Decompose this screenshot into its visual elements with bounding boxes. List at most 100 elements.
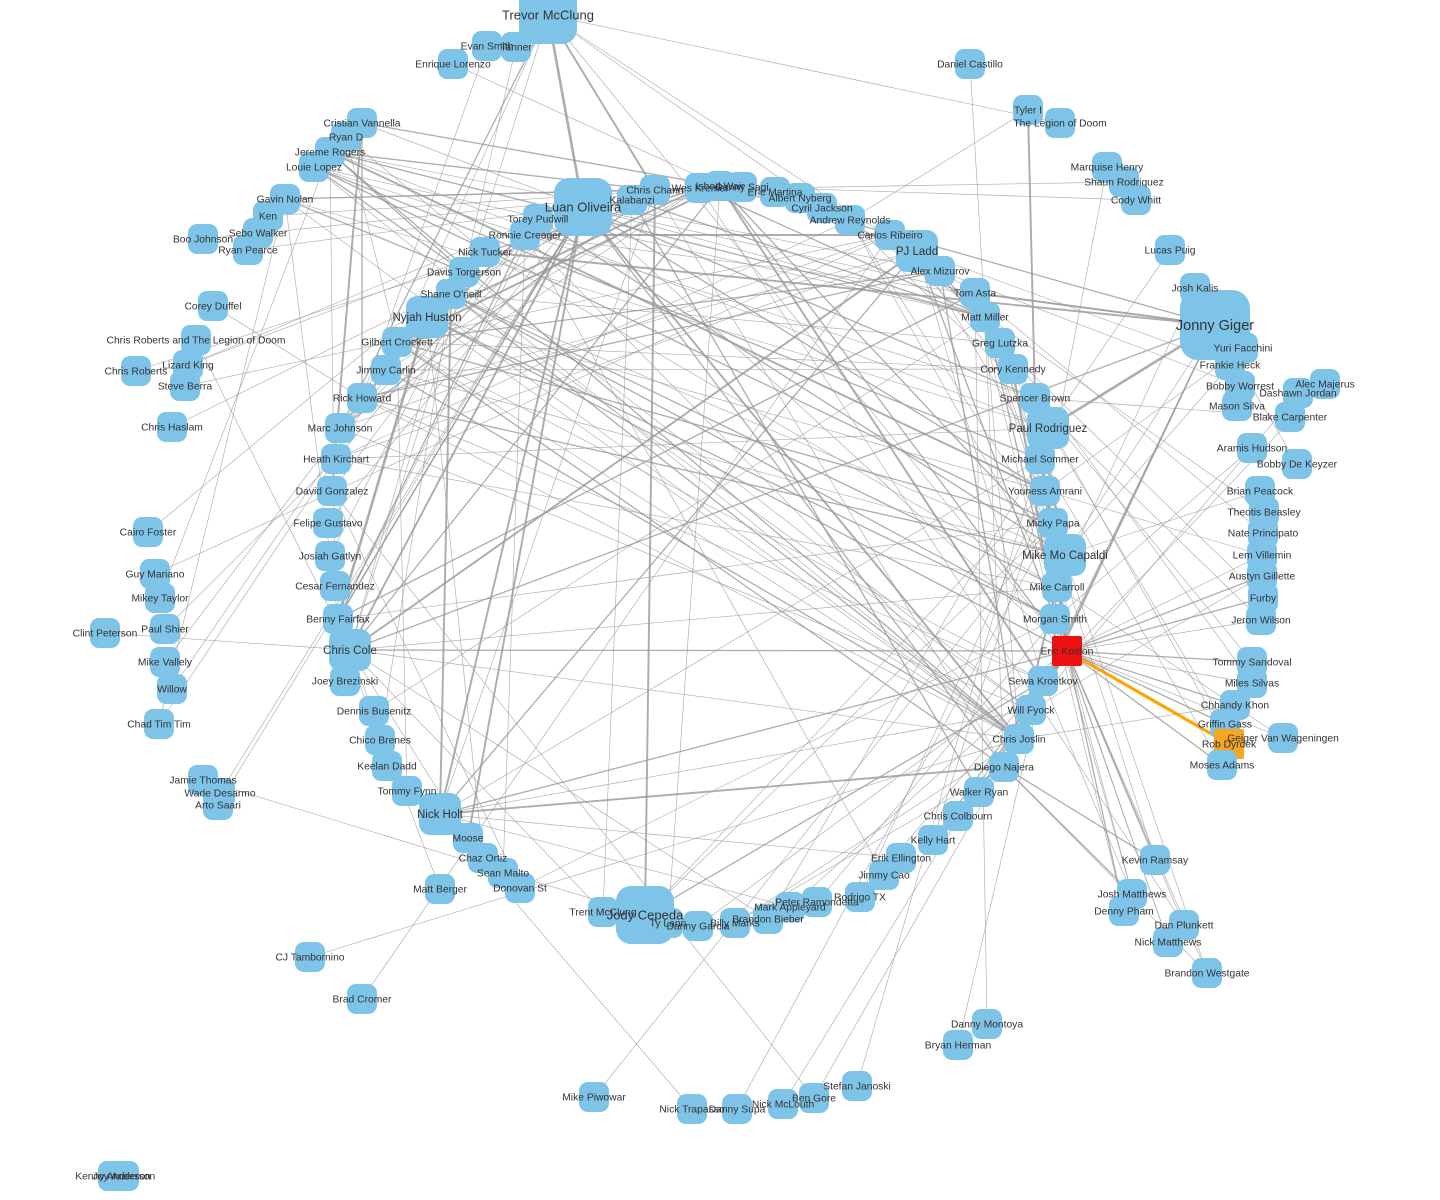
svg-text:Rick Howard: Rick Howard (333, 394, 392, 405)
svg-text:Nyjah Huston: Nyjah Huston (392, 312, 461, 324)
svg-text:Bryan Herman: Bryan Herman (925, 1041, 992, 1052)
svg-text:Chris Joslin: Chris Joslin (992, 735, 1045, 746)
svg-text:Lem Villemin: Lem Villemin (1233, 551, 1292, 562)
svg-text:Theotis Beasley: Theotis Beasley (1227, 508, 1301, 519)
svg-text:Evan Smith: Evan Smith (461, 42, 514, 53)
svg-text:Trent McClung: Trent McClung (569, 908, 636, 919)
svg-text:Tommy Sandoval: Tommy Sandoval (1213, 658, 1292, 669)
svg-text:Ryan Pearce: Ryan Pearce (218, 246, 278, 257)
svg-text:Chris Roberts and The Legion o: Chris Roberts and The Legion of Doom (107, 336, 286, 347)
svg-text:Jamie Thomas: Jamie Thomas (169, 776, 236, 787)
svg-text:Marc Johnson: Marc Johnson (308, 424, 373, 435)
svg-text:Bobby De Keyzer: Bobby De Keyzer (1257, 460, 1338, 471)
svg-text:Mason Silva: Mason Silva (1209, 402, 1265, 413)
svg-text:Arto Saari: Arto Saari (195, 801, 241, 812)
svg-text:Mike Vallely: Mike Vallely (138, 658, 193, 669)
svg-text:Heath Kirchart: Heath Kirchart (303, 455, 369, 466)
svg-text:Frankie Heck: Frankie Heck (1200, 361, 1262, 372)
svg-text:Enrique Lorenzo: Enrique Lorenzo (415, 60, 491, 71)
svg-text:Chris Roberts: Chris Roberts (105, 367, 168, 378)
svg-text:Cyril Jackson: Cyril Jackson (791, 204, 852, 215)
svg-text:Chaz Ortiz: Chaz Ortiz (459, 854, 508, 865)
svg-text:Josiah Gatlyn: Josiah Gatlyn (299, 552, 362, 563)
svg-text:Joey Brezinski: Joey Brezinski (312, 677, 378, 688)
svg-text:Louie Lopez: Louie Lopez (286, 163, 342, 174)
svg-text:Jereme Rogers: Jereme Rogers (295, 148, 365, 159)
svg-text:Tom Asta: Tom Asta (954, 289, 997, 300)
svg-text:Furby: Furby (1250, 594, 1277, 605)
svg-text:Corey Duffel: Corey Duffel (184, 302, 241, 313)
svg-text:CJ Tambornino: CJ Tambornino (275, 953, 344, 964)
svg-text:Cory Kennedy: Cory Kennedy (980, 365, 1046, 376)
svg-text:Nick Holt: Nick Holt (417, 809, 464, 821)
svg-text:Jimmy Cao: Jimmy Cao (858, 871, 910, 882)
svg-text:Griffin Gass: Griffin Gass (1198, 720, 1252, 731)
svg-text:Chad Tim Tim: Chad Tim Tim (127, 720, 191, 731)
svg-text:Chris Cole: Chris Cole (323, 645, 377, 657)
svg-text:Nick Trapasso: Nick Trapasso (659, 1105, 725, 1116)
svg-text:Yuri Facchini: Yuri Facchini (1214, 344, 1273, 355)
svg-text:Sebo Walker: Sebo Walker (229, 229, 288, 240)
svg-text:Cristian Vannella: Cristian Vannella (323, 119, 400, 130)
svg-text:Torey Pudwill: Torey Pudwill (508, 215, 569, 226)
svg-text:Gilbert Crockett: Gilbert Crockett (361, 338, 433, 349)
svg-text:Mike Mo Capaldi: Mike Mo Capaldi (1022, 550, 1108, 562)
svg-text:Greg Lutzka: Greg Lutzka (972, 339, 1028, 350)
svg-text:Dennis Busenitz: Dennis Busenitz (337, 707, 411, 718)
svg-text:PJ Ladd: PJ Ladd (896, 246, 938, 258)
svg-text:Donovan St: Donovan St (493, 884, 547, 895)
svg-text:Benny Fairfax: Benny Fairfax (306, 615, 370, 626)
svg-text:Josh Kalis: Josh Kalis (1172, 284, 1219, 295)
svg-text:Alec Majerus: Alec Majerus (1295, 380, 1355, 391)
svg-text:Eric Koston: Eric Koston (1041, 647, 1094, 658)
svg-text:Nick Matthews: Nick Matthews (1135, 938, 1202, 949)
svg-text:The Legion of Doom: The Legion of Doom (1013, 119, 1106, 130)
svg-text:Lucas Puig: Lucas Puig (1145, 246, 1196, 257)
svg-text:Steve Berra: Steve Berra (158, 382, 213, 393)
svg-text:Kalabanzi: Kalabanzi (609, 196, 654, 207)
svg-text:Tyler I: Tyler I (1014, 106, 1042, 117)
svg-text:Wade Desarmo: Wade Desarmo (184, 789, 255, 800)
svg-text:Jimmy Carlin: Jimmy Carlin (356, 366, 416, 377)
svg-text:Cairo Foster: Cairo Foster (120, 528, 177, 539)
svg-text:Trevor McClung: Trevor McClung (502, 8, 594, 23)
svg-text:Miles Silvas: Miles Silvas (1225, 679, 1279, 690)
svg-text:Spencer Brown: Spencer Brown (1000, 394, 1071, 405)
svg-text:Willow: Willow (157, 685, 187, 696)
svg-text:Michael Sommer: Michael Sommer (1001, 455, 1079, 466)
svg-text:Lizard King: Lizard King (162, 361, 214, 372)
svg-text:Aramis Hudson: Aramis Hudson (1217, 444, 1288, 455)
svg-text:Morgan Smith: Morgan Smith (1023, 615, 1087, 626)
svg-text:Micky Papa: Micky Papa (1026, 519, 1079, 530)
svg-text:Rob Dyrdek: Rob Dyrdek (1202, 740, 1257, 751)
svg-text:Mark Appleyard: Mark Appleyard (754, 903, 826, 914)
svg-text:Shane O'neill: Shane O'neill (421, 290, 482, 301)
svg-text:Nick Tucker: Nick Tucker (458, 248, 512, 259)
svg-text:Mikey Taylor: Mikey Taylor (131, 594, 189, 605)
svg-text:Paul Rodriguez: Paul Rodriguez (1009, 423, 1088, 435)
svg-text:Josh Matthews: Josh Matthews (1098, 890, 1167, 901)
svg-text:David Gonzalez: David Gonzalez (296, 487, 369, 498)
svg-text:Keelan Dadd: Keelan Dadd (357, 762, 417, 773)
svg-text:Brad Cromer: Brad Cromer (333, 995, 393, 1006)
svg-text:Mike Carroll: Mike Carroll (1030, 583, 1085, 594)
svg-text:Kevin Ramsay: Kevin Ramsay (1122, 856, 1189, 867)
svg-text:Moose: Moose (453, 834, 484, 845)
svg-text:Matt Miller: Matt Miller (961, 313, 1009, 324)
svg-text:Nate Principato: Nate Principato (1228, 529, 1299, 540)
svg-text:Cody Whitt: Cody Whitt (1111, 196, 1161, 207)
svg-text:Denny Pham: Denny Pham (1094, 907, 1154, 918)
svg-text:Daniel Castillo: Daniel Castillo (937, 60, 1003, 71)
svg-text:Shaun Rodriquez: Shaun Rodriquez (1084, 178, 1164, 189)
svg-text:Jonny Giger: Jonny Giger (1176, 318, 1254, 334)
svg-text:Chhandy Khon: Chhandy Khon (1201, 701, 1269, 712)
svg-text:Boo Johnson: Boo Johnson (173, 235, 233, 246)
svg-text:Brian Peacock: Brian Peacock (1227, 487, 1294, 498)
svg-text:Kelly Hart: Kelly Hart (911, 836, 956, 847)
svg-text:Brandon Westgate: Brandon Westgate (1164, 969, 1249, 980)
svg-text:Danny Montoya: Danny Montoya (951, 1020, 1023, 1031)
svg-text:Andrew Reynolds: Andrew Reynolds (810, 216, 891, 227)
svg-text:Davis Torgerson: Davis Torgerson (427, 268, 501, 279)
svg-text:Gavin Nolan: Gavin Nolan (257, 195, 314, 206)
svg-text:Austyn Gillette: Austyn Gillette (1229, 572, 1296, 583)
